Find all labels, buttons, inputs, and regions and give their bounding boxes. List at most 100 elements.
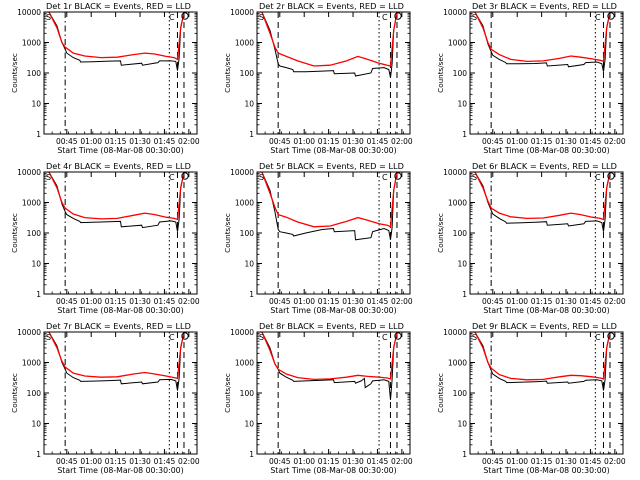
x-tick-label: 01:45 [154, 297, 176, 306]
marker-c: C [595, 13, 601, 22]
y-tick-label: 10 [457, 260, 467, 269]
y-tick-label: 1 [462, 130, 467, 139]
marker-c: C [595, 173, 601, 182]
x-tick-label: 01:45 [580, 297, 602, 306]
x-tick-label: 01:30 [555, 137, 577, 146]
marker-c: C [169, 333, 175, 342]
y-tick-label: 1000 [235, 199, 254, 208]
saa-circle-icon [607, 332, 615, 340]
panel-title: Det 2r BLACK = Events, RED = LLD [259, 1, 404, 11]
x-tick-label: 02:00 [391, 457, 413, 466]
x-tick-label: 02:00 [178, 297, 200, 306]
marker-s: S [472, 13, 477, 22]
detector-panel-7: Det 7r BLACK = Events, RED = LLD 1 10 100 10… [10, 321, 200, 475]
x-axis-label: Start Time (08-Mar-08 00:30:00) [57, 466, 183, 475]
y-tick-label: 10 [244, 260, 254, 269]
marker-s: S [259, 173, 264, 182]
saa-circle-icon [181, 172, 189, 180]
detector-panel-9: Det 9r BLACK = Events, RED = LLD 1 10 100 10… [436, 321, 626, 475]
x-tick-label: 01:45 [367, 137, 389, 146]
y-tick-label: 100 [27, 69, 42, 78]
x-tick-label: 01:45 [367, 297, 389, 306]
x-tick-label: 01:45 [580, 457, 602, 466]
x-axis-label: Start Time (08-Mar-08 00:30:00) [57, 146, 183, 155]
y-tick-label: 10 [31, 420, 41, 429]
y-tick-label: 100 [240, 389, 255, 398]
marker-c: C [169, 13, 175, 22]
x-tick-label: 01:30 [342, 297, 364, 306]
panel-title: Det 1r BLACK = Events, RED = LLD [46, 1, 191, 11]
x-tick-label: 01:45 [367, 457, 389, 466]
y-axis-label: Counts/sec [436, 213, 445, 253]
saa-circle-icon [607, 12, 615, 20]
x-tick-label: 01:00 [293, 137, 315, 146]
y-tick-label: 100 [27, 229, 42, 238]
plot-frame [469, 171, 624, 295]
y-tick-label: 10 [244, 100, 254, 109]
x-tick-label: 01:30 [555, 457, 577, 466]
y-tick-label: 100 [453, 69, 468, 78]
plot-frame [469, 331, 624, 455]
series-lld-line [257, 12, 398, 67]
panel-title: Det 7r BLACK = Events, RED = LLD [46, 321, 191, 331]
x-tick-label: 00:45 [56, 297, 78, 306]
series-lld-line [44, 12, 185, 61]
marker-c: C [169, 173, 175, 182]
panel-title: Det 6r BLACK = Events, RED = LLD [472, 161, 617, 171]
marker-c: C [382, 333, 388, 342]
series-lld-line [470, 172, 611, 221]
y-tick-label: 100 [240, 69, 255, 78]
marker-s: S [472, 333, 477, 342]
y-tick-label: 10000 [230, 168, 254, 177]
marker-c: C [382, 13, 388, 22]
y-axis-label: Counts/sec [223, 213, 232, 253]
panel-title: Det 8r BLACK = Events, RED = LLD [259, 321, 404, 331]
detector-panel-4: Det 4r BLACK = Events, RED = LLD 1 10 100 10… [10, 161, 200, 315]
series-events-line [44, 332, 185, 391]
saa-circle-icon [607, 172, 615, 180]
y-tick-label: 1000 [22, 199, 41, 208]
x-tick-label: 01:15 [318, 457, 340, 466]
series-lld-line [470, 12, 611, 63]
y-tick-label: 1000 [448, 199, 467, 208]
x-tick-label: 01:15 [318, 297, 340, 306]
plot-frame [469, 11, 624, 135]
x-tick-label: 00:45 [482, 297, 504, 306]
x-axis-label: Start Time (08-Mar-08 00:30:00) [270, 306, 396, 315]
x-tick-label: 02:00 [604, 137, 626, 146]
marker-c: C [382, 173, 388, 182]
y-tick-label: 100 [453, 229, 468, 238]
x-tick-label: 01:15 [531, 137, 553, 146]
marker-s: S [46, 13, 51, 22]
x-axis-label: Start Time (08-Mar-08 00:30:00) [483, 306, 609, 315]
x-tick-label: 00:45 [269, 137, 291, 146]
x-tick-label: 01:15 [105, 457, 127, 466]
series-events-line [470, 172, 611, 232]
x-tick-label: 02:00 [178, 137, 200, 146]
plot-frame [43, 11, 198, 135]
saa-circle-icon [394, 12, 402, 20]
x-tick-label: 01:45 [154, 137, 176, 146]
x-tick-label: 01:30 [129, 137, 151, 146]
marker-s: S [46, 333, 51, 342]
x-tick-label: 00:45 [56, 457, 78, 466]
marker-s: S [259, 333, 264, 342]
y-tick-label: 10000 [17, 328, 41, 337]
marker-c: C [595, 333, 601, 342]
y-tick-label: 10000 [17, 8, 41, 17]
x-tick-label: 01:00 [506, 457, 528, 466]
series-lld-line [257, 172, 398, 228]
y-tick-label: 1000 [22, 39, 41, 48]
series-events-line [44, 172, 185, 232]
panel-title: Det 3r BLACK = Events, RED = LLD [472, 1, 617, 11]
detector-panel-1: Det 1r BLACK = Events, RED = LLD 1 10 100 10… [10, 1, 200, 155]
series-lld-line [257, 332, 398, 381]
y-axis-label: Counts/sec [10, 213, 19, 253]
x-tick-label: 01:00 [293, 457, 315, 466]
x-tick-label: 01:30 [342, 137, 364, 146]
y-tick-label: 10 [31, 260, 41, 269]
series-events-line [257, 12, 398, 78]
panel-title: Det 4r BLACK = Events, RED = LLD [46, 161, 191, 171]
y-tick-label: 10 [457, 420, 467, 429]
